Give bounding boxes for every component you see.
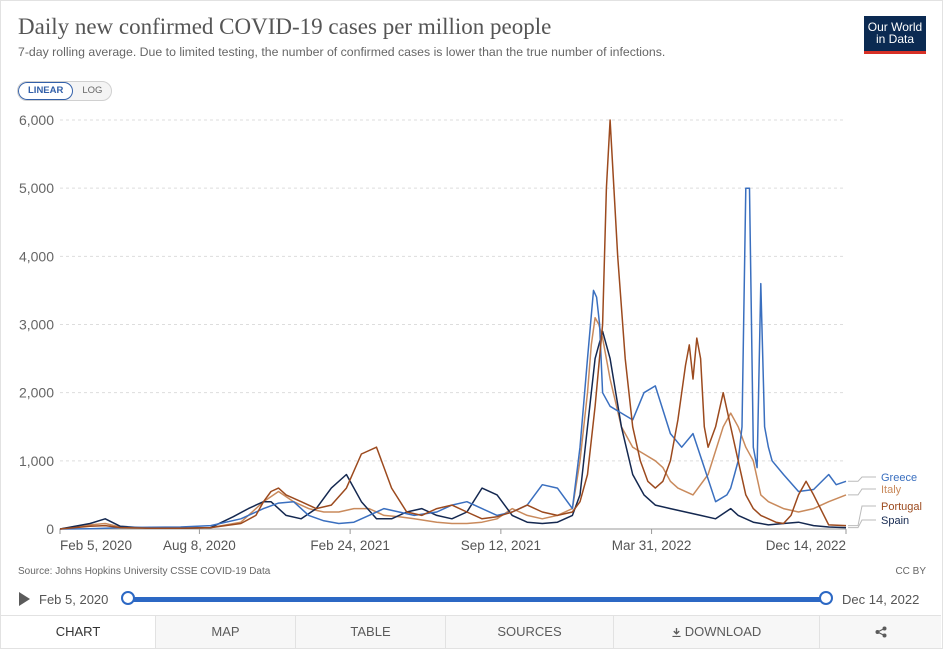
legend-connector: [848, 488, 876, 496]
logo-line-1: Our World: [867, 20, 923, 34]
logo-line-2: in Data: [875, 32, 915, 46]
legend-connector: [848, 519, 876, 529]
y-tick-label: 6,000: [19, 112, 54, 128]
label-layer: 0 1,000 2,000 3,000 4,000 5,000 6,000 Feb 5, 20…: [19, 112, 922, 553]
x-tick-label: Sep 12, 2021: [461, 538, 541, 553]
timeline-start-handle[interactable]: [121, 591, 135, 605]
share-icon: [875, 626, 886, 638]
series-line-spain: [59, 330, 847, 530]
play-icon[interactable]: [19, 592, 30, 606]
tab-sources[interactable]: SOURCES: [446, 616, 614, 648]
x-tick-label: Feb 24, 2021: [310, 538, 390, 553]
y-tick-label: 3,000: [19, 317, 54, 333]
tab-table[interactable]: TABLE: [296, 616, 446, 648]
share-button[interactable]: [820, 616, 941, 648]
legend-label-italy: Italy: [881, 484, 902, 496]
tab-bar: CHART MAP TABLE SOURCES DOWNLOAD: [1, 615, 941, 648]
tab-chart[interactable]: CHART: [1, 616, 156, 648]
y-tick-label: 2,000: [19, 385, 54, 401]
chart-title: Daily new confirmed COVID-19 cases per m…: [18, 14, 552, 39]
owid-logo[interactable]: Our World in Data: [864, 16, 926, 54]
x-tick-label: Feb 5, 2020: [60, 538, 132, 553]
legend-connector: [848, 476, 876, 482]
license-note[interactable]: CC BY: [895, 566, 926, 577]
download-icon: [672, 628, 681, 637]
y-tick-label: 4,000: [19, 248, 54, 264]
timeline: Feb 5, 2020 Dec 14, 2022: [0, 588, 943, 612]
x-tick-label: Mar 31, 2022: [612, 538, 692, 553]
x-tick-label: Aug 8, 2020: [163, 538, 236, 553]
y-tick-label: 0: [46, 521, 54, 537]
series-line-greece: [59, 187, 847, 530]
series-line-italy: [59, 316, 847, 530]
legend-label-portugal: Portugal: [881, 501, 922, 513]
timeline-start-label: Feb 5, 2020: [39, 592, 109, 607]
tab-download[interactable]: DOWNLOAD: [614, 616, 820, 648]
chart-subtitle: 7-day rolling average. Due to limited te…: [18, 45, 666, 59]
timeline-end-handle[interactable]: [819, 591, 833, 605]
y-tick-label: 5,000: [19, 180, 54, 196]
series-line-portugal: [59, 119, 847, 530]
tab-map[interactable]: MAP: [156, 616, 296, 648]
legend-label-greece: Greece: [881, 472, 917, 484]
series-layer: [59, 119, 847, 530]
legend-connector: [848, 505, 876, 527]
timeline-end-label: Dec 14, 2022: [842, 592, 920, 607]
legend-label-spain: Spain: [881, 515, 909, 527]
log-scale-button[interactable]: LOG: [82, 85, 103, 96]
y-tick-label: 1,000: [19, 453, 54, 469]
grid-layer: [59, 119, 847, 534]
timeline-track[interactable]: [128, 597, 826, 602]
scale-toggle: LINEAR LOG: [17, 81, 113, 101]
linear-scale-button[interactable]: LINEAR: [18, 82, 74, 100]
source-note[interactable]: Source: Johns Hopkins University CSSE CO…: [18, 566, 271, 577]
line-chart: 0 1,000 2,000 3,000 4,000 5,000 6,000 Feb 5, 20…: [19, 112, 922, 553]
x-tick-label: Dec 14, 2022: [766, 538, 846, 553]
download-label: DOWNLOAD: [684, 624, 762, 639]
